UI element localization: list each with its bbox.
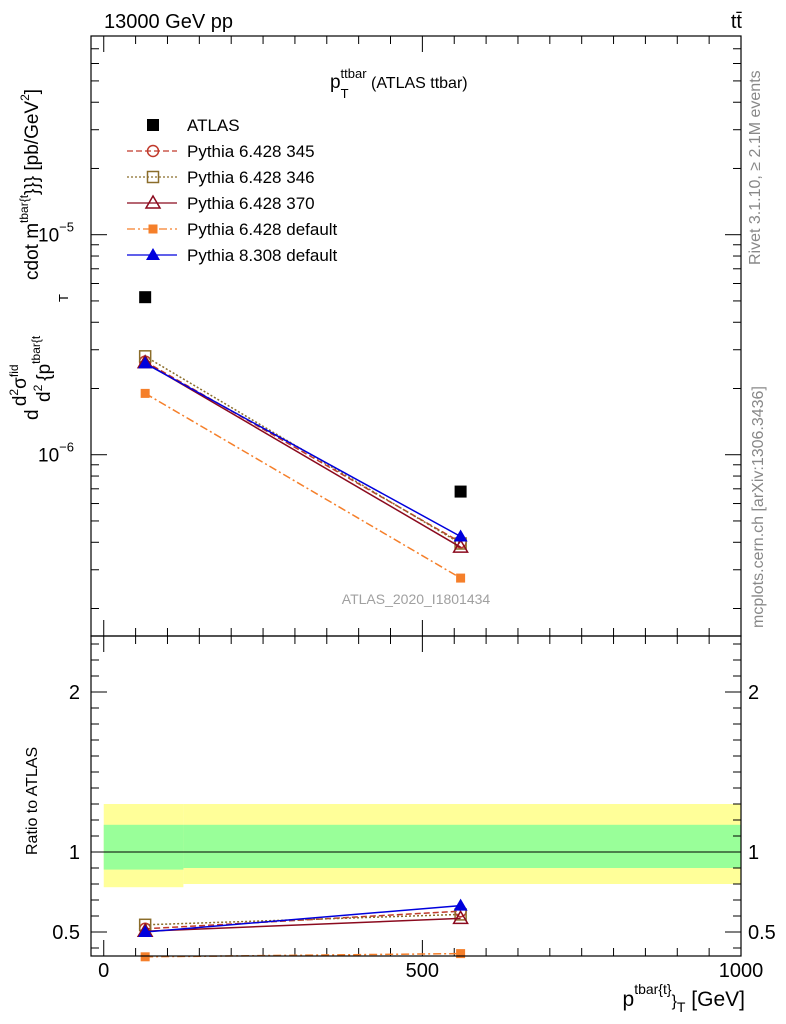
- title-rest: (ATLAS ttbar): [367, 75, 468, 92]
- ratio-series-layer: [136, 898, 469, 962]
- title-p: p: [330, 72, 341, 93]
- svg-text:d2{ptbar{t: d2 {ptbar{t: [29, 335, 55, 402]
- x-tick-labels: 0 500 1000: [98, 960, 763, 982]
- legend-label: Pythia 6.428 default: [187, 220, 338, 239]
- legend-label: Pythia 8.308 default: [187, 246, 338, 265]
- header-process-label: tt̄: [731, 11, 743, 33]
- legend-label: Pythia 6.428 346: [187, 168, 315, 187]
- ratio-series-line: [145, 913, 461, 926]
- legend-label: ATLAS: [187, 116, 240, 135]
- header-energy-label: 13000 GeV pp: [104, 11, 233, 33]
- legend-marker: [144, 194, 162, 209]
- ylabel-tbar: tbar{t: [29, 335, 43, 364]
- mcplots-label: mcplots.cern.ch [arXiv:1306.3436]: [750, 386, 767, 628]
- ratio-series-line: [145, 917, 461, 932]
- main-data-point: [139, 291, 152, 304]
- ylabel-end: ]: [22, 89, 43, 94]
- main-series-line: [144, 355, 461, 545]
- main-plot-panel: 10−510−6 pTttbar (ATLAS ttbar) ATLAS_202…: [7, 35, 742, 637]
- ratio-data-point: [138, 925, 153, 937]
- x-axis-label: ptbar{t}}T [GeV]: [623, 981, 746, 1015]
- ratio-axis-ticks: [91, 636, 742, 956]
- legend-marker: [147, 119, 159, 131]
- main-data-point: [452, 538, 469, 553]
- title-sup: ttbar: [341, 66, 368, 81]
- ratio-y-tick-label-right: 0.5: [748, 922, 776, 944]
- legend-marker: [146, 248, 160, 260]
- main-series-line: [144, 392, 461, 579]
- ylabel-tbar2: tbar{t: [17, 194, 31, 223]
- main-series-layer: [136, 291, 469, 583]
- main-data-point: [138, 356, 153, 369]
- ratio-y-tick-label-left: 0.5: [52, 922, 80, 944]
- main-data-point: [456, 573, 466, 583]
- ylabel-sup2: 2: [7, 389, 21, 396]
- ylabel-sup2c: 2: [18, 94, 32, 101]
- ratio-y-tick-label-left: 2: [69, 682, 80, 704]
- rivet-version-label: Rivet 3.1.10, ≥ 2.1M events: [747, 70, 764, 265]
- title-sub: T: [341, 86, 349, 101]
- ratio-uncertainty-bands: [91, 804, 741, 888]
- legend: ATLAS Pythia 6.428 345 Pythia 6.428 346 Pyt…: [127, 116, 338, 265]
- main-axis-ticks: [91, 35, 742, 636]
- main-y-axis-label: d d2σfid d2{ptbar{t T cdot mtbar{t}}} [p…: [7, 89, 71, 420]
- ratio-data-point: [456, 949, 466, 959]
- main-data-point: [453, 529, 468, 542]
- xlabel-sub2: T: [677, 999, 686, 1015]
- x-tick-label: 0: [98, 960, 109, 982]
- legend-marker: [148, 224, 158, 234]
- ratio-band-green: [183, 824, 741, 868]
- xlabel-p: p: [623, 988, 635, 1011]
- ratio-data-point: [453, 898, 468, 911]
- ylabel-fid: fid: [7, 364, 21, 377]
- ylabel-sigma: σ: [10, 377, 31, 389]
- x-tick-label: 1000: [719, 960, 764, 982]
- legend-marker: [146, 170, 160, 184]
- ylabel-d3: d: [34, 391, 55, 402]
- ratio-plot-frame: [90, 635, 742, 957]
- ratio-y-tick-labels: 0.5 0.5 1 1 2 2: [52, 682, 776, 944]
- ylabel-brace: {p: [34, 364, 55, 381]
- main-data-point: [140, 388, 150, 398]
- xlabel-sup: tbar{t}: [634, 981, 672, 997]
- ylabel-d1: d: [22, 409, 43, 420]
- ylabel-close: }}} [pb/GeV: [22, 101, 43, 195]
- ratio-data-point: [452, 909, 469, 925]
- analysis-watermark: ATLAS_2020_I1801434: [342, 591, 491, 607]
- ylabel-sup2b: 2: [31, 384, 45, 391]
- legend-label: Pythia 6.428 370: [187, 194, 315, 213]
- main-y-tick-labels: 10−5 10−6: [38, 220, 74, 467]
- legend-marker: [146, 144, 160, 158]
- ylabel-cdot: cdot m: [22, 223, 43, 280]
- x-tick-label: 500: [406, 960, 439, 982]
- ylabel-d2: d: [10, 396, 31, 407]
- ratio-series-line: [145, 904, 461, 933]
- ratio-y-tick-label-right: 2: [748, 682, 759, 704]
- main-y-tick-label: 10−6: [38, 440, 74, 467]
- ratio-y-tick-label-left: 1: [69, 842, 80, 864]
- ratio-y-axis-label: Ratio to ATLAS: [24, 747, 41, 855]
- ylabel-T: T: [56, 294, 71, 302]
- main-series-line: [144, 362, 461, 548]
- xlabel-sub: }: [672, 993, 678, 1010]
- main-plot-title: pTttbar (ATLAS ttbar): [330, 66, 468, 101]
- ratio-band-green: [103, 824, 184, 870]
- svg-text:d d2σfid: d d2σfid: [7, 364, 43, 420]
- main-y-tick-label: 10−5: [38, 220, 74, 247]
- legend-label: Pythia 6.428 345: [187, 142, 315, 161]
- xlabel-units: [GeV]: [685, 988, 745, 1011]
- ratio-plot-panel: 0.5 0.5 1 1 2 2 0 500 1000 Ratio to ATLAS ptbar…: [24, 635, 776, 1015]
- ratio-y-tick-label-right: 1: [748, 842, 759, 864]
- ratio-data-point: [140, 952, 150, 962]
- main-series-line: [144, 362, 461, 538]
- main-data-point: [454, 485, 467, 498]
- svg-text:cdot mtbar{t}}} [pb/GeV2]: cdot mtbar{t}}} [pb/GeV2]: [17, 89, 43, 280]
